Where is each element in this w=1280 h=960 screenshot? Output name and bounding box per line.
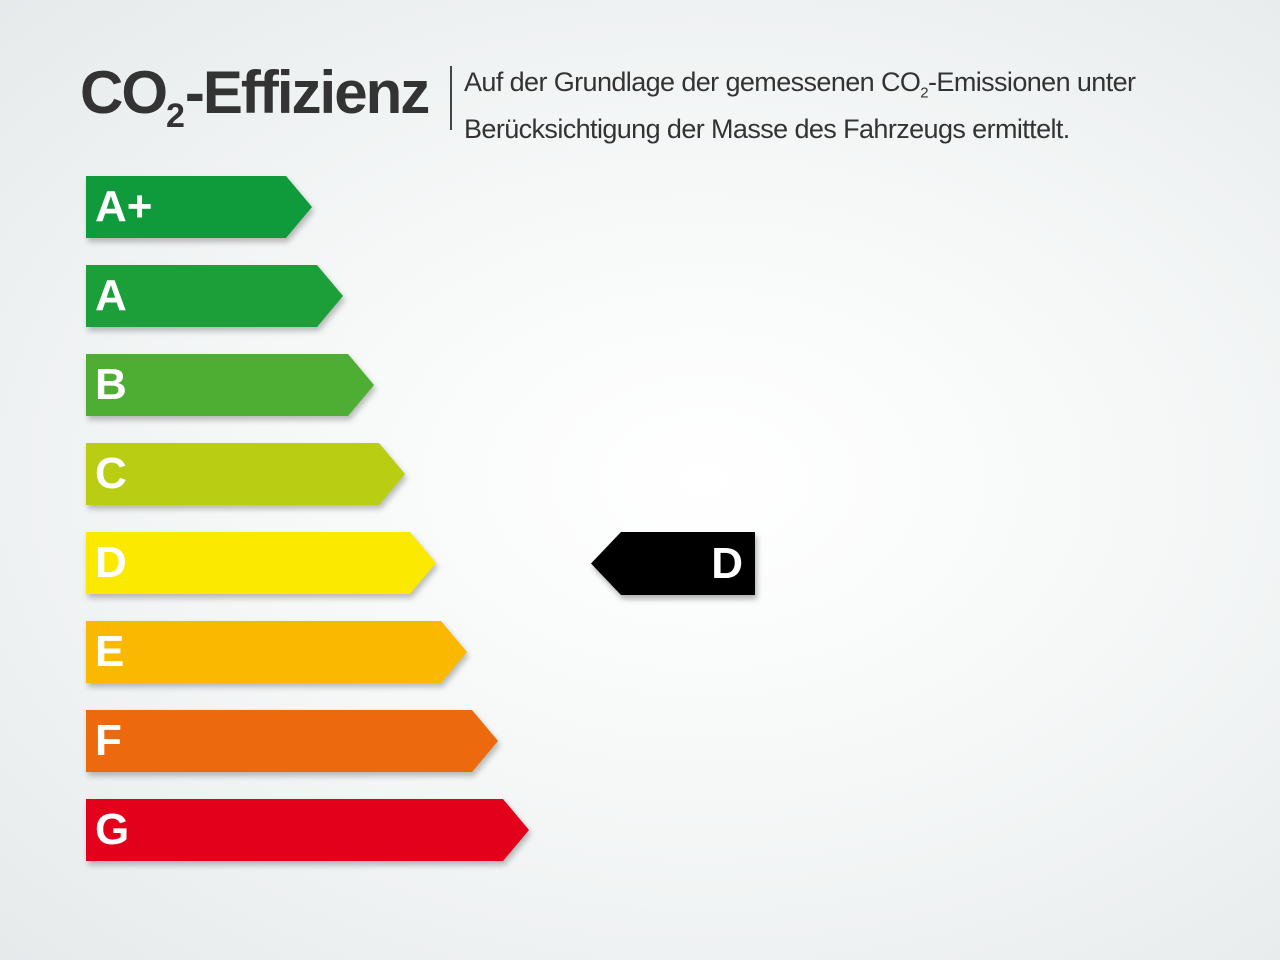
rating-indicator: D <box>591 532 755 595</box>
title-prefix: CO <box>80 59 168 126</box>
bar-arrow <box>86 532 436 594</box>
description: Auf der Grundlage der gemessenen CO2-Emi… <box>464 64 1184 148</box>
bar-label: F <box>95 716 122 765</box>
class-bar-a-plus: A+ <box>86 176 312 238</box>
bar-arrow <box>86 710 498 772</box>
title-suffix: -Effizienz <box>184 59 430 126</box>
desc-text: -Emissionen unter <box>928 67 1136 97</box>
divider <box>450 66 452 130</box>
bar-arrow <box>86 354 374 416</box>
class-bar-d: D <box>86 532 436 594</box>
bar-arrow <box>86 799 529 861</box>
class-bar-b: B <box>86 354 374 416</box>
class-bar-a: A <box>86 265 343 327</box>
bar-label: A+ <box>95 182 153 231</box>
bar-label: A <box>95 271 127 320</box>
class-bar-e: E <box>86 621 467 683</box>
bar-arrow <box>86 176 312 238</box>
label-title: CO2-Effizienz <box>80 58 430 151</box>
title-subscript: 2 <box>166 97 185 135</box>
class-bar-c: C <box>86 443 405 505</box>
bar-label: G <box>95 805 130 854</box>
indicator-label: D <box>711 539 743 588</box>
bar-label: B <box>95 360 127 409</box>
bar-arrow <box>86 443 405 505</box>
desc-subscript: 2 <box>920 84 929 102</box>
class-bar-g: G <box>86 799 529 861</box>
desc-text: Auf der Grundlage der gemessenen CO <box>464 67 921 97</box>
bar-arrow <box>86 265 343 327</box>
bar-label: D <box>95 538 127 587</box>
indicator-arrow <box>591 532 755 595</box>
desc-text: Berücksichtigung der Masse des Fahrzeugs… <box>464 114 1070 145</box>
class-bar-f: F <box>86 710 498 772</box>
bar-arrow <box>86 621 467 683</box>
bar-label: E <box>95 627 125 676</box>
bar-label: C <box>95 449 127 498</box>
